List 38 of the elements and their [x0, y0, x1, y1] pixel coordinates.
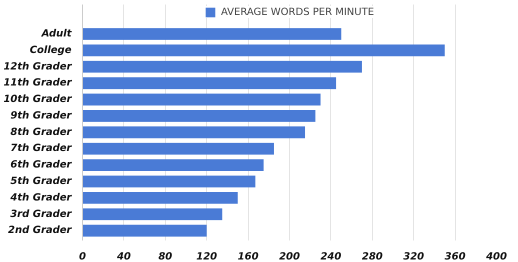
bar [82, 94, 321, 106]
y-tick-label: 3rd Grader [10, 208, 73, 220]
bar [82, 208, 222, 220]
bar [82, 142, 274, 155]
bar [82, 44, 445, 56]
bar [82, 224, 207, 237]
x-tick-label: 320 [403, 252, 424, 262]
x-tick-label: 40 [116, 252, 131, 262]
legend-label: AVERAGE WORDS PER MINUTE [220, 6, 374, 18]
y-tick-label: 5th Grader [10, 176, 73, 187]
y-tick-label: 7th Grader [10, 143, 73, 154]
x-tick-label: 0 [79, 252, 86, 262]
x-tick-label: 160 [238, 252, 259, 262]
bar [82, 110, 316, 122]
x-tick-label: 400 [485, 252, 507, 262]
bar [82, 28, 342, 40]
x-tick-label: 200 [279, 252, 300, 262]
bar [82, 159, 264, 172]
bar [82, 176, 256, 188]
bar [82, 77, 336, 90]
y-tick-label: 10th Grader [3, 94, 73, 106]
y-tick-label: 12th Grader [3, 61, 73, 72]
bar [82, 126, 306, 138]
x-tick-label: 280 [362, 252, 383, 262]
x-tick-label: 120 [196, 252, 218, 262]
x-tick-label: 360 [444, 252, 466, 262]
y-tick-label: 11th Grader [3, 78, 73, 89]
y-tick-label: College [30, 44, 72, 56]
bar [82, 192, 238, 204]
y-tick-label: 6th Grader [10, 160, 73, 171]
y-tick-label: Adult [40, 28, 73, 40]
y-tick-label: 8th Grader [10, 126, 73, 138]
y-tick-label: 4th Grader [9, 192, 73, 204]
bar [82, 60, 362, 73]
y-tick-label: 9th Grader [10, 110, 73, 122]
y-tick-label: 2nd Grader [8, 225, 73, 236]
x-tick-label: 240 [320, 252, 342, 262]
x-tick-label: 80 [158, 252, 172, 262]
